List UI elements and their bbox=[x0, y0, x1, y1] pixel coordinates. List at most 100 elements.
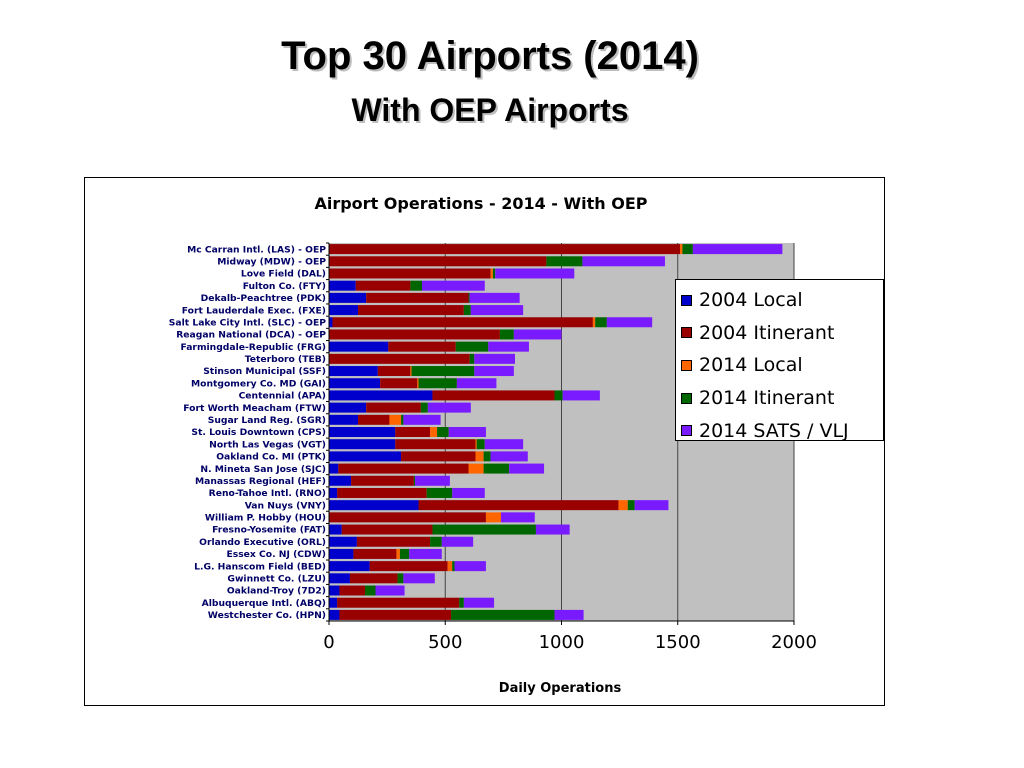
category-label: Salt Lake City Intl. (SLC) - OEP bbox=[169, 317, 326, 328]
bar-segment bbox=[329, 536, 357, 547]
bar-segment bbox=[329, 500, 419, 511]
category-label: Love Field (DAL) bbox=[241, 269, 326, 280]
bar-segment bbox=[501, 512, 535, 523]
x-tick-label: 1000 bbox=[539, 632, 585, 653]
bar-segment bbox=[470, 305, 524, 316]
category-label: Farmingdale-Republic (FRG) bbox=[180, 342, 326, 353]
category-label: Reagan National (DCA) - OEP bbox=[176, 330, 326, 341]
bar-segment bbox=[329, 561, 370, 572]
bar-segment bbox=[441, 536, 474, 547]
category-label: North Las Vegas (VGT) bbox=[209, 439, 326, 450]
bar-segment bbox=[474, 366, 514, 377]
bar-segment bbox=[329, 414, 359, 425]
bar-segment bbox=[432, 524, 536, 535]
bar-segment bbox=[562, 390, 600, 401]
bar-segment bbox=[403, 414, 441, 425]
legend-item: 2014 Local bbox=[676, 349, 883, 382]
legend-label: 2004 Itinerant bbox=[699, 321, 835, 344]
bar-segment bbox=[456, 378, 497, 389]
bar-segment bbox=[388, 341, 456, 352]
bar-segment bbox=[546, 256, 583, 267]
bar-segment bbox=[484, 439, 524, 450]
legend-item: 2014 Itinerant bbox=[676, 382, 883, 415]
category-label: Westchester Co. (HPN) bbox=[208, 610, 326, 621]
bar-segment bbox=[329, 585, 340, 596]
bar-segment bbox=[329, 305, 359, 316]
legend-item: 2014 SATS / VLJ bbox=[676, 414, 883, 447]
bar-segment bbox=[409, 548, 442, 559]
legend-item: 2004 Itinerant bbox=[676, 317, 883, 350]
category-label: Fulton Co. (FTY) bbox=[243, 281, 326, 292]
bar-segment bbox=[349, 573, 398, 584]
bar-segment bbox=[420, 402, 428, 413]
bar-segment bbox=[413, 475, 416, 486]
bar-segment bbox=[332, 317, 593, 328]
bar-segment bbox=[358, 305, 464, 316]
bar-segment bbox=[430, 536, 442, 547]
bar-segment bbox=[329, 256, 547, 267]
bar-segment bbox=[509, 463, 545, 474]
category-label: Dekalb-Peachtree (PDK) bbox=[201, 293, 326, 304]
bar-segment bbox=[488, 341, 529, 352]
bar-segment bbox=[329, 427, 396, 437]
bar-segment bbox=[395, 439, 476, 450]
bar-segment bbox=[682, 244, 693, 255]
legend-swatch bbox=[681, 425, 692, 437]
category-label: Teterboro (TEB) bbox=[245, 354, 326, 365]
category-label: St. Louis Downtown (CPS) bbox=[191, 427, 326, 438]
bar-segment bbox=[468, 292, 470, 303]
bar-segment bbox=[513, 329, 562, 340]
bar-segment bbox=[483, 451, 491, 462]
bar-segment bbox=[483, 463, 510, 474]
bar-segment bbox=[329, 597, 338, 608]
bar-segment bbox=[353, 548, 397, 559]
legend-item: 2004 Local bbox=[676, 284, 883, 317]
category-label: L.G. Hanscom Field (BED) bbox=[194, 561, 326, 572]
bar-segment bbox=[475, 439, 477, 450]
bar-segment bbox=[397, 573, 404, 584]
category-label: Sugar Land Reg. (SGR) bbox=[208, 415, 326, 426]
bar-segment bbox=[455, 341, 489, 352]
bar-segment bbox=[554, 609, 584, 620]
category-label: Montgomery Co. MD (GAI) bbox=[191, 378, 326, 389]
bar-segment bbox=[492, 268, 496, 279]
bar-segment bbox=[448, 427, 486, 437]
bar-segment bbox=[338, 463, 469, 474]
bar-segment bbox=[395, 427, 431, 437]
category-label: Orlando Executive (ORL) bbox=[199, 537, 326, 548]
bar-segment bbox=[463, 597, 495, 608]
legend-swatch bbox=[681, 327, 692, 339]
bar-segment bbox=[337, 597, 460, 608]
category-label: Manassas Regional (HEF) bbox=[195, 476, 326, 487]
bar-segment bbox=[430, 427, 438, 437]
bar-segment bbox=[426, 487, 453, 498]
bar-segment bbox=[329, 487, 338, 498]
bar-segment bbox=[417, 378, 419, 389]
category-label: Oakland-Troy (7D2) bbox=[227, 586, 326, 597]
bar-segment bbox=[366, 402, 421, 413]
bar-segment bbox=[403, 573, 435, 584]
bar-segment bbox=[452, 487, 485, 498]
bar-segment bbox=[375, 585, 405, 596]
legend-swatch bbox=[681, 294, 692, 306]
bar-segment bbox=[396, 548, 400, 559]
bar-segment bbox=[485, 512, 502, 523]
bar-segment bbox=[692, 244, 783, 255]
bar-segment bbox=[454, 561, 486, 572]
bar-segment bbox=[329, 451, 402, 462]
bar-segment bbox=[411, 366, 475, 377]
bar-segment bbox=[339, 609, 452, 620]
bar-segment bbox=[535, 524, 570, 535]
bar-segment bbox=[329, 524, 342, 535]
bar-segment bbox=[463, 305, 471, 316]
bar-segment bbox=[606, 317, 653, 328]
bar-segment bbox=[329, 402, 367, 413]
bar-segment bbox=[329, 292, 367, 303]
bar-segment bbox=[627, 500, 635, 511]
slide-subtitle: With OEP Airports bbox=[351, 92, 629, 128]
bar-segment bbox=[369, 561, 448, 572]
bar-segment bbox=[437, 427, 449, 437]
bar-segment bbox=[329, 390, 433, 401]
bar-segment bbox=[427, 402, 471, 413]
bar-segment bbox=[401, 451, 476, 462]
